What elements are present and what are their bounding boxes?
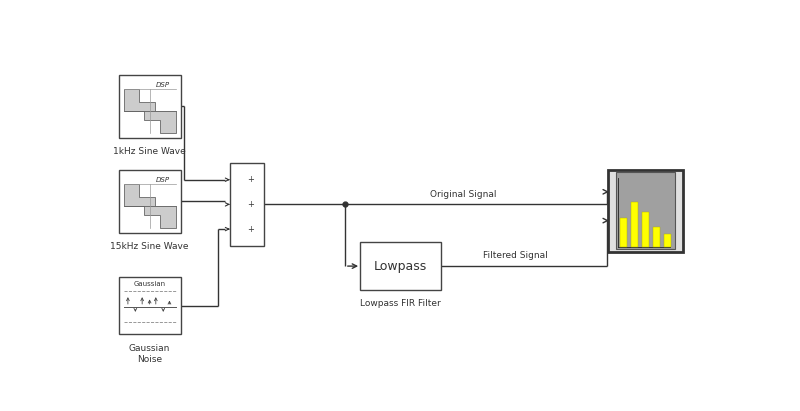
Polygon shape xyxy=(123,206,176,228)
FancyBboxPatch shape xyxy=(620,218,627,247)
FancyBboxPatch shape xyxy=(653,226,660,247)
FancyBboxPatch shape xyxy=(631,202,638,247)
Polygon shape xyxy=(123,183,176,206)
FancyBboxPatch shape xyxy=(118,75,181,138)
Text: Filtered Signal: Filtered Signal xyxy=(483,252,548,261)
Text: Gaussian: Gaussian xyxy=(129,344,170,353)
Text: DSP: DSP xyxy=(156,177,170,183)
Text: Lowpass: Lowpass xyxy=(374,260,427,272)
FancyBboxPatch shape xyxy=(118,277,181,334)
FancyBboxPatch shape xyxy=(616,172,675,249)
Text: Gaussian: Gaussian xyxy=(134,281,166,287)
Text: DSP: DSP xyxy=(156,82,170,88)
Text: Original Signal: Original Signal xyxy=(430,190,497,199)
Polygon shape xyxy=(123,111,176,133)
Text: Lowpass FIR Filter: Lowpass FIR Filter xyxy=(360,299,441,308)
FancyBboxPatch shape xyxy=(608,170,682,252)
FancyBboxPatch shape xyxy=(230,163,264,245)
Text: +: + xyxy=(247,200,254,209)
FancyBboxPatch shape xyxy=(664,234,671,247)
Polygon shape xyxy=(123,88,176,111)
FancyBboxPatch shape xyxy=(360,242,441,290)
Text: +: + xyxy=(247,224,254,233)
Text: Noise: Noise xyxy=(137,355,162,364)
Text: +: + xyxy=(247,175,254,184)
FancyBboxPatch shape xyxy=(642,212,649,247)
Text: 15kHz Sine Wave: 15kHz Sine Wave xyxy=(110,242,189,252)
FancyBboxPatch shape xyxy=(118,170,181,233)
Text: 1kHz Sine Wave: 1kHz Sine Wave xyxy=(114,148,186,157)
